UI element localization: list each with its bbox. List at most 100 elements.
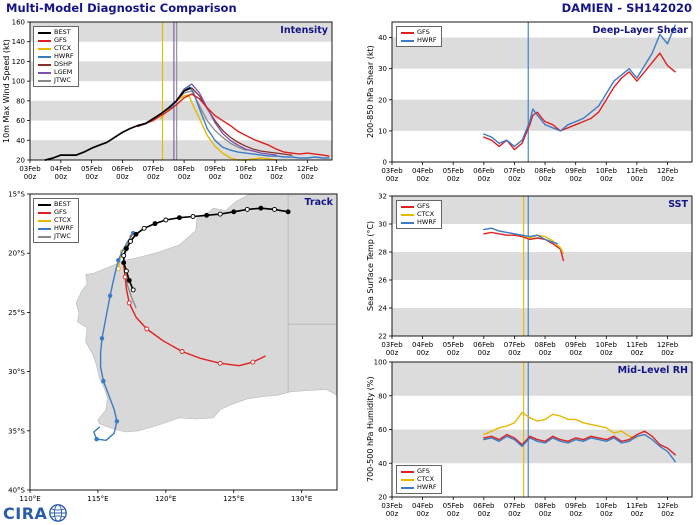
shear-panel: 03Feb 00z 04Feb 00z 05Feb 00z 06Feb 00z 07Feb 00z… (352, 14, 700, 190)
svg-text:24: 24 (378, 305, 387, 313)
intensity-panel-title: Intensity (280, 25, 328, 36)
svg-text:07Feb: 07Feb (504, 167, 526, 175)
svg-text:00z: 00z (569, 349, 582, 357)
svg-text:160: 160 (12, 19, 25, 27)
svg-text:20: 20 (16, 157, 25, 165)
svg-text:00z: 00z (600, 175, 613, 183)
shear-y-axis-label: 200-850 hPa Shear (kt) (366, 45, 375, 139)
svg-text:11Feb: 11Feb (626, 502, 648, 510)
svg-text:20: 20 (378, 96, 387, 104)
svg-text:00z: 00z (270, 173, 283, 181)
rh-panel-title: Mid-Level RH (617, 365, 688, 376)
svg-text:00z: 00z (508, 349, 521, 357)
svg-text:12Feb: 12Feb (657, 341, 679, 349)
svg-text:00z: 00z (661, 349, 674, 357)
svg-text:00z: 00z (569, 175, 582, 183)
svg-text:10: 10 (378, 127, 387, 135)
svg-text:60: 60 (16, 117, 25, 125)
svg-text:00z: 00z (416, 349, 429, 357)
svg-text:80: 80 (378, 392, 387, 400)
svg-text:12Feb: 12Feb (657, 502, 679, 510)
svg-text:07Feb: 07Feb (143, 165, 165, 173)
svg-text:00z: 00z (631, 510, 644, 518)
svg-text:04Feb: 04Feb (412, 341, 434, 349)
svg-text:00z: 00z (631, 175, 644, 183)
svg-text:03Feb: 03Feb (381, 167, 403, 175)
svg-text:00z: 00z (386, 349, 399, 357)
svg-text:00z: 00z (631, 349, 644, 357)
svg-text:06Feb: 06Feb (473, 502, 495, 510)
sst-panel: 03Feb 00z 04Feb 00z 05Feb 00z 06Feb 00z 07Feb 00z… (352, 188, 700, 360)
rh-panel: 03Feb 00z 04Feb 00z 05Feb 00z 06Feb 00z 07Feb 00z… (352, 354, 700, 525)
svg-text:00z: 00z (447, 349, 460, 357)
svg-text:00z: 00z (447, 175, 460, 183)
svg-text:00z: 00z (600, 349, 613, 357)
svg-text:00z: 00z (661, 510, 674, 518)
track-panel-title: Track (304, 197, 333, 208)
svg-text:00z: 00z (478, 175, 491, 183)
sst-chart: 03Feb00z04Feb00z05Feb00z06Feb00z07Feb00z… (378, 193, 693, 357)
svg-text:00z: 00z (386, 510, 399, 518)
svg-text:125°E: 125°E (223, 495, 244, 503)
svg-text:30: 30 (378, 221, 387, 229)
sst-panel-title: SST (668, 199, 688, 210)
cira-logo: CIRA (3, 503, 68, 523)
svg-text:09Feb: 09Feb (204, 165, 226, 173)
svg-text:09Feb: 09Feb (565, 502, 587, 510)
svg-text:00z: 00z (539, 175, 552, 183)
svg-text:07Feb: 07Feb (504, 341, 526, 349)
track-panel: 110°E 115°E 120°E 125°E 130°E 15°S 20°S 25°S 30°… (0, 186, 348, 512)
svg-text:115°E: 115°E (87, 495, 108, 503)
sst-y-axis-label: Sea Surface Temp (°C) (366, 220, 375, 312)
svg-text:03Feb: 03Feb (19, 165, 41, 173)
svg-text:100: 100 (12, 78, 25, 86)
svg-text:05Feb: 05Feb (443, 502, 465, 510)
svg-text:00z: 00z (508, 510, 521, 518)
track-legend: BEST GFS CTCX HWRF JTWC (33, 198, 79, 243)
svg-text:11Feb: 11Feb (626, 167, 648, 175)
svg-text:00z: 00z (178, 173, 191, 181)
svg-text:32: 32 (378, 193, 387, 201)
svg-text:04Feb: 04Feb (412, 502, 434, 510)
svg-text:10Feb: 10Feb (596, 502, 618, 510)
svg-text:00z: 00z (539, 349, 552, 357)
svg-text:00z: 00z (301, 173, 314, 181)
svg-text:00z: 00z (478, 510, 491, 518)
svg-text:08Feb: 08Feb (534, 167, 556, 175)
cira-globe-icon (49, 504, 68, 522)
cira-logo-text: CIRA (3, 503, 48, 523)
svg-text:11Feb: 11Feb (626, 341, 648, 349)
svg-text:00z: 00z (447, 510, 460, 518)
svg-text:15°S: 15°S (8, 191, 25, 199)
svg-text:0: 0 (383, 159, 387, 167)
svg-text:60: 60 (378, 426, 387, 434)
rh-chart: 03Feb00z04Feb00z05Feb00z06Feb00z07Feb00z… (374, 359, 693, 518)
svg-text:10Feb: 10Feb (235, 165, 257, 173)
svg-text:09Feb: 09Feb (565, 341, 587, 349)
svg-text:40: 40 (378, 34, 387, 42)
svg-text:07Feb: 07Feb (504, 502, 526, 510)
svg-text:06Feb: 06Feb (473, 341, 495, 349)
svg-text:04Feb: 04Feb (412, 167, 434, 175)
svg-text:00z: 00z (386, 175, 399, 183)
svg-text:03Feb: 03Feb (381, 502, 403, 510)
svg-text:05Feb: 05Feb (443, 341, 465, 349)
svg-text:80: 80 (16, 97, 25, 105)
svg-text:10Feb: 10Feb (596, 341, 618, 349)
rh-y-axis-label: 700-500 hPa Humidity (%) (366, 376, 375, 483)
svg-text:00z: 00z (478, 349, 491, 357)
track-map: 110°E 115°E 120°E 125°E 130°E 15°S 20°S 25°S 30°… (8, 191, 338, 503)
svg-text:28: 28 (378, 249, 387, 257)
svg-text:00z: 00z (508, 175, 521, 183)
svg-text:120°E: 120°E (155, 495, 176, 503)
svg-text:00z: 00z (24, 173, 37, 181)
svg-text:05Feb: 05Feb (443, 167, 465, 175)
shear-legend: GFS HWRF (396, 26, 442, 47)
svg-text:08Feb: 08Feb (173, 165, 195, 173)
svg-text:06Feb: 06Feb (473, 167, 495, 175)
intensity-legend: BEST GFS CTCX HWRF DSHP LGEM JTWC (33, 26, 79, 87)
svg-text:00z: 00z (661, 175, 674, 183)
svg-text:08Feb: 08Feb (534, 502, 556, 510)
svg-text:120: 120 (12, 58, 25, 66)
